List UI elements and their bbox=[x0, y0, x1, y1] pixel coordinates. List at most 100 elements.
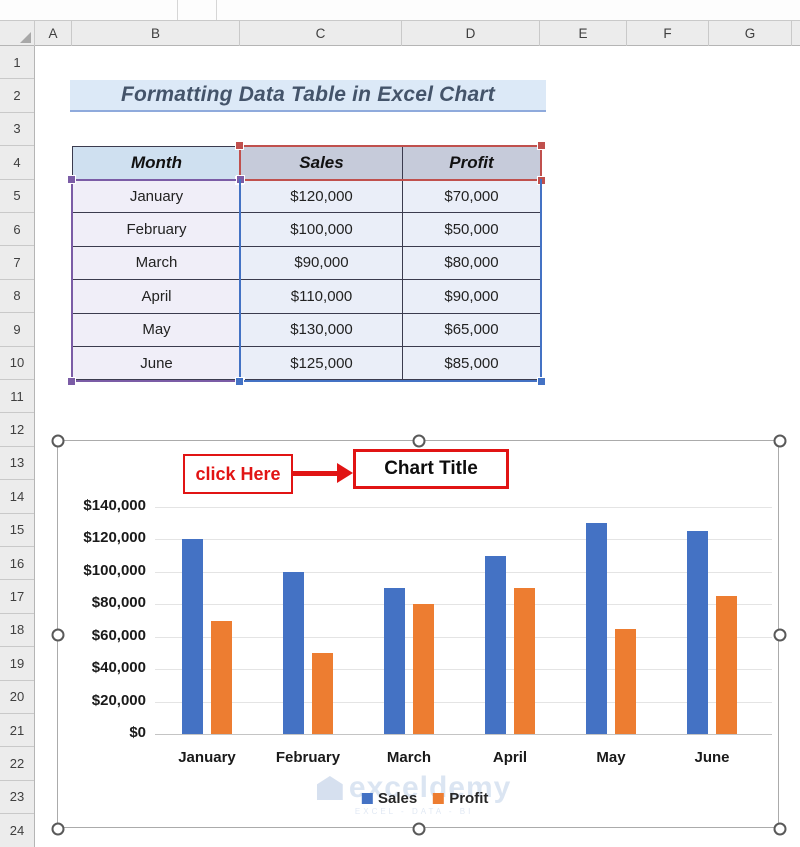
x-axis-label-january[interactable]: January bbox=[178, 749, 236, 766]
row-header-19[interactable]: 19 bbox=[0, 647, 34, 681]
bar-profit-june[interactable] bbox=[716, 596, 737, 734]
table-column-header-month[interactable]: Month bbox=[72, 146, 241, 180]
x-axis-label-february[interactable]: February bbox=[275, 749, 341, 766]
column-header-C[interactable]: C bbox=[240, 21, 402, 46]
row-header-15[interactable]: 15 bbox=[0, 514, 34, 547]
row-header-16[interactable]: 16 bbox=[0, 547, 34, 581]
bar-profit-may[interactable] bbox=[615, 628, 636, 734]
bar-profit-march[interactable] bbox=[413, 604, 434, 734]
row-header-11[interactable]: 11 bbox=[0, 380, 34, 414]
row-header-21[interactable]: 21 bbox=[0, 714, 34, 748]
cell-sales[interactable]: $90,000 bbox=[240, 245, 403, 281]
bar-sales-january[interactable] bbox=[182, 539, 203, 734]
cell-month[interactable]: May bbox=[72, 312, 241, 347]
chart-resize-handle-top-middle[interactable] bbox=[412, 434, 426, 448]
chart-legend[interactable]: Sales Profit bbox=[362, 790, 488, 807]
row-header-6[interactable]: 6 bbox=[0, 213, 34, 247]
cell-sales[interactable]: $125,000 bbox=[240, 345, 403, 381]
cell-sales[interactable]: $110,000 bbox=[240, 279, 403, 314]
column-header-B[interactable]: B bbox=[72, 21, 240, 46]
y-axis-tick-label[interactable]: $20,000 bbox=[91, 691, 146, 709]
x-axis-label-june[interactable]: June bbox=[694, 749, 730, 766]
column-header-G[interactable]: G bbox=[709, 21, 792, 46]
row-header-17[interactable]: 17 bbox=[0, 580, 34, 614]
divider bbox=[216, 0, 217, 20]
row-header-5[interactable]: 5 bbox=[0, 180, 34, 213]
table-row: January $120,000 $70,000 bbox=[72, 178, 541, 214]
chart-resize-handle-top-right[interactable] bbox=[773, 434, 787, 448]
cell-month[interactable]: March bbox=[72, 245, 241, 281]
row-header-10[interactable]: 10 bbox=[0, 347, 34, 380]
chart-resize-handle-bottom-right[interactable] bbox=[773, 822, 787, 836]
row-header-13[interactable]: 13 bbox=[0, 447, 34, 481]
table-column-header-sales[interactable]: Sales bbox=[240, 146, 403, 180]
x-axis-label-march[interactable]: March bbox=[386, 749, 432, 766]
divider bbox=[177, 0, 178, 20]
bar-sales-march[interactable] bbox=[384, 588, 405, 734]
column-header-E[interactable]: E bbox=[540, 21, 627, 46]
cell-profit[interactable]: $70,000 bbox=[402, 178, 541, 214]
chart-object[interactable]: click Here Chart Title exceldemy EXCEL -… bbox=[51, 434, 787, 836]
column-header-F[interactable]: F bbox=[627, 21, 709, 46]
cell-month[interactable]: February bbox=[72, 212, 241, 247]
cell-sales[interactable]: $100,000 bbox=[240, 212, 403, 247]
bar-sales-april[interactable] bbox=[485, 555, 506, 734]
y-axis-tick-label[interactable]: $0 bbox=[129, 724, 146, 741]
click-here-callout[interactable]: click Here bbox=[183, 454, 293, 494]
cell-profit[interactable]: $90,000 bbox=[402, 279, 541, 314]
exceldemy-logo-icon bbox=[316, 776, 343, 800]
cell-month[interactable]: June bbox=[72, 345, 241, 381]
row-header-24[interactable]: 24 bbox=[0, 814, 34, 847]
chart-resize-handle-bottom-left[interactable] bbox=[51, 822, 65, 836]
bar-sales-may[interactable] bbox=[586, 523, 607, 734]
chart-resize-handle-bottom-middle[interactable] bbox=[412, 822, 426, 836]
cell-profit[interactable]: $85,000 bbox=[402, 345, 541, 381]
y-axis-tick-label[interactable]: $120,000 bbox=[83, 529, 146, 547]
y-axis-tick-label[interactable]: $100,000 bbox=[83, 561, 146, 579]
x-axis-label-may[interactable]: May bbox=[596, 749, 626, 766]
bar-sales-february[interactable] bbox=[283, 571, 304, 734]
row-header-4[interactable]: 4 bbox=[0, 146, 34, 180]
column-header-A[interactable]: A bbox=[35, 21, 72, 46]
row-header-22[interactable]: 22 bbox=[0, 747, 34, 781]
row-header-23[interactable]: 23 bbox=[0, 781, 34, 815]
chart-title[interactable]: Chart Title bbox=[353, 449, 509, 489]
bar-profit-february[interactable] bbox=[312, 652, 333, 734]
row-header-9[interactable]: 9 bbox=[0, 313, 34, 347]
cell-sales[interactable]: $120,000 bbox=[240, 178, 403, 214]
bar-profit-january[interactable] bbox=[211, 620, 232, 734]
y-axis-tick-label[interactable]: $60,000 bbox=[91, 626, 146, 644]
select-all-corner[interactable] bbox=[0, 21, 35, 46]
bar-profit-april[interactable] bbox=[514, 588, 535, 734]
cell-profit[interactable]: $50,000 bbox=[402, 212, 541, 247]
cell-sales[interactable]: $130,000 bbox=[240, 312, 403, 347]
x-axis-label-april[interactable]: April bbox=[492, 749, 528, 766]
table-column-header-profit[interactable]: Profit bbox=[402, 146, 541, 180]
bar-sales-june[interactable] bbox=[687, 531, 708, 734]
row-header-18[interactable]: 18 bbox=[0, 614, 34, 648]
annotation-arrow-icon[interactable] bbox=[293, 463, 353, 483]
row-header-8[interactable]: 8 bbox=[0, 280, 34, 314]
chart-resize-handle-right-middle[interactable] bbox=[773, 628, 787, 642]
row-header-1[interactable]: 1 bbox=[0, 46, 34, 80]
row-header-7[interactable]: 7 bbox=[0, 246, 34, 280]
cell-profit[interactable]: $65,000 bbox=[402, 312, 541, 347]
row-header-20[interactable]: 20 bbox=[0, 681, 34, 714]
column-header-D[interactable]: D bbox=[402, 21, 540, 46]
legend-item-profit[interactable]: Profit bbox=[433, 790, 488, 807]
gridline bbox=[155, 571, 772, 573]
cell-profit[interactable]: $80,000 bbox=[402, 245, 541, 281]
chart-resize-handle-top-left[interactable] bbox=[51, 434, 65, 448]
row-header-2[interactable]: 2 bbox=[0, 79, 34, 113]
row-header-12[interactable]: 12 bbox=[0, 413, 34, 447]
row-header-14[interactable]: 14 bbox=[0, 480, 34, 514]
row-header-3[interactable]: 3 bbox=[0, 113, 34, 147]
cell-month[interactable]: April bbox=[72, 279, 241, 314]
chart-resize-handle-left-middle[interactable] bbox=[51, 628, 65, 642]
cell-month[interactable]: January bbox=[72, 178, 241, 214]
y-axis-tick-label[interactable]: $80,000 bbox=[91, 594, 146, 612]
legend-item-sales[interactable]: Sales bbox=[362, 790, 417, 807]
y-axis-tick-label[interactable]: $140,000 bbox=[83, 497, 146, 514]
y-axis-tick-label[interactable]: $40,000 bbox=[91, 659, 146, 677]
